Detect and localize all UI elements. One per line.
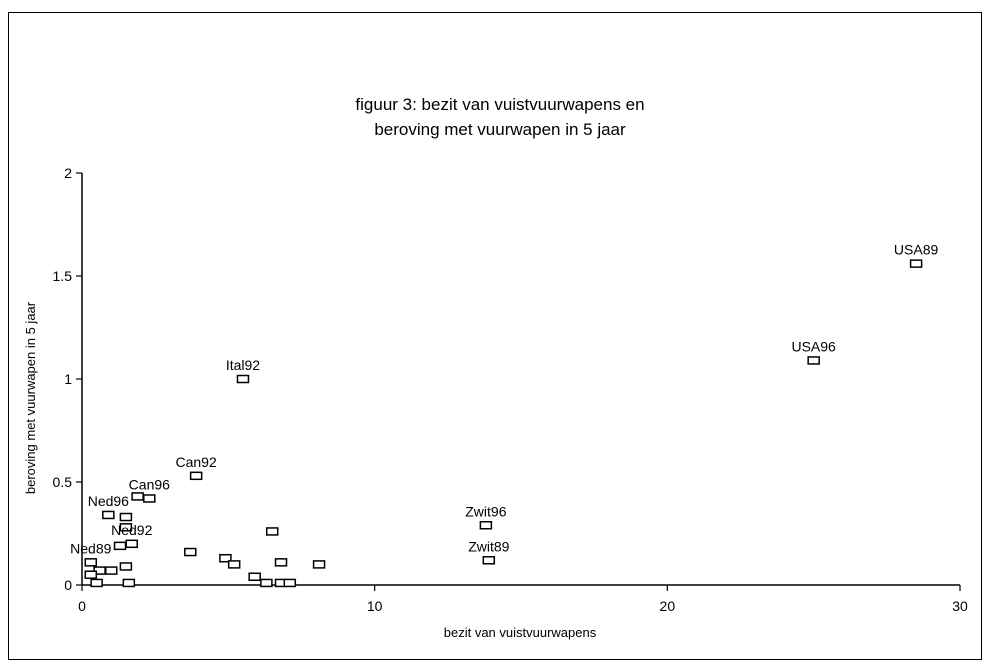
x-tick-label: 20 — [660, 598, 676, 614]
data-point — [265, 527, 279, 536]
data-point — [807, 356, 820, 365]
data-points — [84, 259, 923, 588]
point-label: Ned96 — [88, 493, 129, 509]
data-point — [909, 259, 923, 268]
y-tick-label: 1 — [64, 371, 72, 387]
point-label: Ital92 — [226, 357, 260, 373]
point-label: USA89 — [894, 242, 939, 258]
data-point — [236, 374, 250, 384]
data-point — [312, 560, 326, 569]
data-point — [119, 562, 133, 571]
y-tick-label: 2 — [64, 165, 72, 181]
x-tick-label: 0 — [78, 598, 86, 614]
chart-frame — [8, 12, 982, 660]
data-point — [189, 471, 203, 481]
y-tick-label: 0.5 — [53, 474, 73, 490]
chart-title-line-2: beroving met vuurwapen in 5 jaar — [374, 120, 626, 139]
data-point — [184, 547, 197, 557]
data-point — [143, 494, 156, 503]
y-ticks: 0 0.5 1 1.5 2 — [53, 165, 82, 593]
data-point — [90, 578, 103, 588]
y-tick-label: 1.5 — [53, 268, 73, 284]
data-point — [125, 539, 139, 549]
y-axis-label: beroving met vuurwapen in 5 jaar — [23, 301, 38, 494]
data-point — [274, 558, 288, 567]
x-tick-label: 30 — [952, 598, 968, 614]
data-point — [219, 553, 232, 563]
data-point — [283, 578, 297, 588]
data-point — [122, 578, 136, 588]
data-point — [84, 558, 98, 567]
data-point — [119, 523, 133, 532]
point-label: USA96 — [791, 338, 836, 354]
point-label: Zwit96 — [465, 503, 506, 519]
data-point — [260, 578, 273, 588]
data-point — [84, 570, 98, 579]
data-point — [248, 572, 261, 582]
x-axis-label: bezit van vuistvuurwapens — [444, 625, 597, 640]
chart-title-line-1: figuur 3: bezit van vuistvuurwapens en — [355, 95, 644, 114]
point-label: Ned92 — [111, 522, 152, 538]
x-ticks: 0 10 20 30 — [78, 585, 968, 614]
point-label: Can92 — [176, 454, 217, 470]
data-point — [105, 566, 118, 575]
data-point — [113, 541, 127, 551]
data-point — [482, 556, 496, 565]
point-label: Can96 — [129, 476, 170, 492]
data-point — [102, 510, 115, 520]
point-label: Ned89 — [70, 540, 111, 556]
point-label: Zwit89 — [468, 538, 509, 554]
data-point — [119, 512, 133, 522]
data-point — [479, 521, 493, 530]
x-tick-label: 10 — [367, 598, 383, 614]
data-point — [131, 492, 144, 501]
y-tick-label: 0 — [64, 577, 72, 593]
data-point — [227, 560, 241, 569]
